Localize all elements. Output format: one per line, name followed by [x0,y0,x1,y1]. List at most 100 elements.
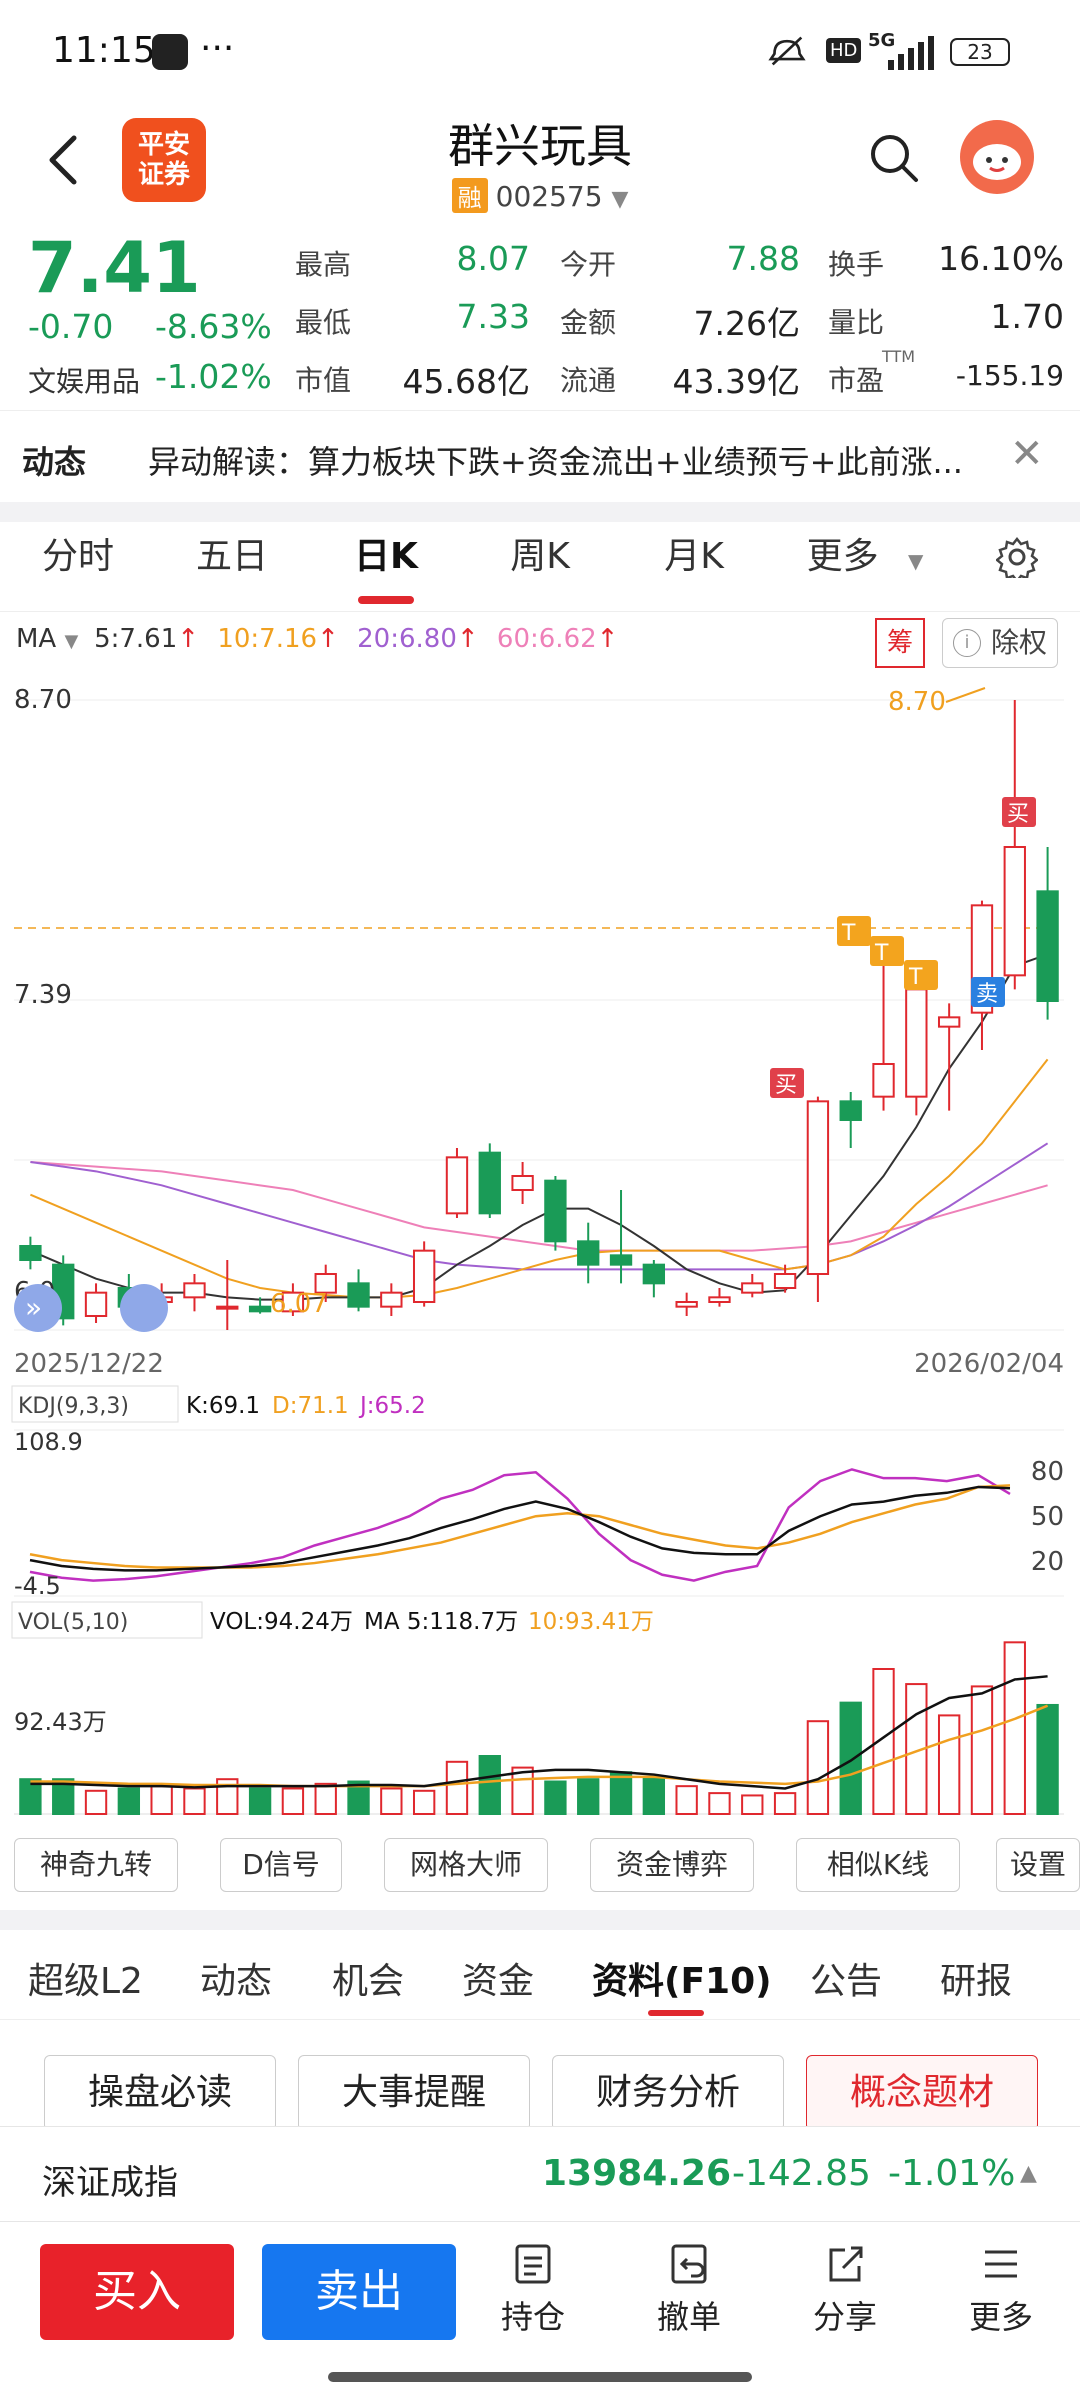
candle [412,1249,436,1303]
expand-left-icon [14,1284,62,1332]
kdj-y-low: -4.5 [14,1572,61,1600]
close-icon[interactable]: ✕ [1010,431,1044,477]
divider [0,502,1080,522]
buy-signal-marker: 买 [775,1073,797,1098]
index-name: 深证成指 [42,2163,178,2203]
kdj-j-line [29,1468,1011,1582]
buy-signal-marker-bg [770,1068,804,1098]
buy-button[interactable]: 买入 [40,2244,234,2340]
ma5-value: 5:7.61 [94,624,178,654]
y-axis-mid-label: 7.39 [14,980,72,1010]
sell-signal-marker: 卖 [976,982,998,1007]
max-price-pointer [945,687,986,703]
buy-signal-marker: 买 [1007,802,1029,827]
candle [937,1016,961,1028]
volume-bar [511,1766,534,1815]
up-arrow-icon: ↑ [177,624,200,654]
candle [380,1291,403,1308]
news-headline[interactable]: 异动解读：算力板块下跌+资金流出+业绩预亏+此前涨... [148,443,963,481]
t-signal-marker-bg [837,916,871,946]
grid-master-button[interactable]: 网格大师 [384,1838,548,1892]
ex-rights-label: 除权 [990,626,1047,659]
magic-nine-button[interactable]: 神奇九转 [14,1838,178,1892]
sector-change: -1.02% [155,357,272,396]
t-signal-marker: T [874,941,889,966]
search-icon[interactable] [866,130,922,186]
ma20-line [30,1142,1049,1271]
gear-icon[interactable] [996,536,1038,578]
market-cap-label: 市值 [295,364,352,397]
margin-badge: 融 [451,178,488,213]
back-arrow-icon[interactable] [40,130,90,190]
tab-weekly-k[interactable]: 周K [510,536,570,577]
k-line-chart[interactable]: 8.707.396.08.706.07买买卖TTT2025/12/222026/… [0,670,1080,1820]
candle [216,1305,239,1310]
kdj-selector [11,1385,179,1423]
cancel-order-button[interactable]: 撤单 [634,2242,744,2338]
volume-ratio-value: 1.70 [990,297,1064,336]
low-label: 最低 [295,306,352,339]
tab-intraday[interactable]: 分时 [41,536,114,577]
candle [905,988,928,1098]
tab-research[interactable]: 研报 [940,1961,1013,2002]
subtab-events[interactable]: 大事提醒 [298,2055,530,2131]
up-arrow-icon: ↑ [596,624,619,654]
share-button[interactable]: 分享 [790,2242,900,2338]
kdj-k-value: K:69.1 [186,1393,260,1419]
index-ticker[interactable]: 深证成指 13984.26 -142.85 -1.01% ▲ [0,2126,1080,2222]
stock-code-selector[interactable]: 融 002575 ▼ [0,178,1080,213]
news-ticker[interactable]: 动态 异动解读：算力板块下跌+资金流出+业绩预亏+此前涨... ✕ [0,410,1080,502]
menu-icon [985,2250,1017,2278]
ma-legend[interactable]: MA ▼ 5:7.61↑ 10:7.16↑ 20:6.80↑ 60:6.62↑ [16,624,618,654]
tab-f10[interactable]: 资料(F10) [592,1961,772,2002]
turnover-label: 换手 [828,248,885,281]
vol-ma10-value: 10:93.41万 [528,1609,654,1635]
open-value: 7.88 [726,239,800,278]
tab-super-l2[interactable]: 超级L2 [28,1961,143,2002]
volume-bar [872,1668,895,1815]
candle [872,1063,895,1098]
ma60-line [30,1161,1048,1252]
amount-label: 金额 [560,306,617,339]
tab-five-day[interactable]: 五日 [195,536,268,577]
tab-more[interactable]: 更多 ▼ [795,522,935,612]
t-signal-marker-bg [904,960,938,990]
vol-ma5-value: MA 5:118.7万 [364,1609,518,1635]
tab-monthly-k[interactable]: 月K [664,536,724,577]
avatar[interactable] [960,120,1034,194]
subtab-finance[interactable]: 财务分析 [552,2055,784,2131]
tab-daily-k[interactable]: 日K [316,522,456,612]
tab-capital[interactable]: 资金 [462,1961,535,2002]
hd-icon: HD [826,38,862,63]
volume-bar [84,1789,108,1816]
tab-news[interactable]: 动态 [200,1961,273,2002]
similar-k-button[interactable]: 相似K线 [796,1838,960,1892]
positions-label: 持仓 [500,2298,565,2336]
candle [839,1100,862,1122]
d-signal-button[interactable]: D信号 [220,1838,342,1892]
settings-button[interactable]: 设置 [996,1838,1080,1892]
volume-bar [839,1701,862,1816]
positions-button[interactable]: 持仓 [478,2242,588,2338]
clock: 11:15 [52,30,156,71]
logo-line2: 证券 [137,160,190,190]
candle [445,1156,469,1215]
expand-up-icon[interactable]: ▲ [1020,2161,1037,2186]
candle [1003,846,1026,977]
ex-rights-button[interactable]: i 除权 [942,618,1058,668]
capital-game-button[interactable]: 资金博弈 [590,1838,754,1892]
more-button[interactable]: 更多 [946,2242,1056,2338]
max-price-label: 8.70 [888,687,946,717]
pe-value: -155.19 [955,359,1064,392]
tab-announcement[interactable]: 公告 [810,1961,883,2002]
subtab-concepts[interactable]: 概念题材 [806,2055,1038,2131]
candle [84,1291,108,1317]
tab-opportunity[interactable]: 机会 [332,1961,405,2002]
subtab-must-read[interactable]: 操盘必读 [44,2055,276,2131]
volume-bar [806,1720,830,1815]
sector-name[interactable]: 文娱用品 [28,365,141,398]
candle [609,1254,633,1266]
chip-distribution-button[interactable]: 筹 [875,618,925,668]
sell-button[interactable]: 卖出 [262,2244,456,2340]
volume-bar [577,1778,600,1815]
